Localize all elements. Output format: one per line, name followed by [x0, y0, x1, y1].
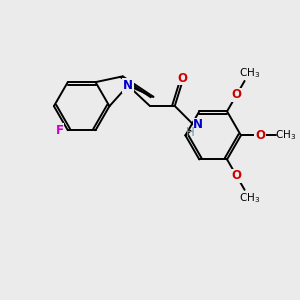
Text: O: O [232, 169, 242, 182]
Text: O: O [232, 88, 242, 101]
Text: N: N [193, 118, 203, 131]
Text: CH$_3$: CH$_3$ [239, 191, 260, 205]
Text: O: O [177, 72, 187, 85]
Text: O: O [255, 129, 265, 142]
Text: CH$_3$: CH$_3$ [239, 66, 260, 80]
Text: F: F [56, 124, 64, 137]
Text: CH$_3$: CH$_3$ [275, 128, 296, 142]
Text: N: N [123, 79, 133, 92]
Text: H: H [186, 126, 194, 140]
